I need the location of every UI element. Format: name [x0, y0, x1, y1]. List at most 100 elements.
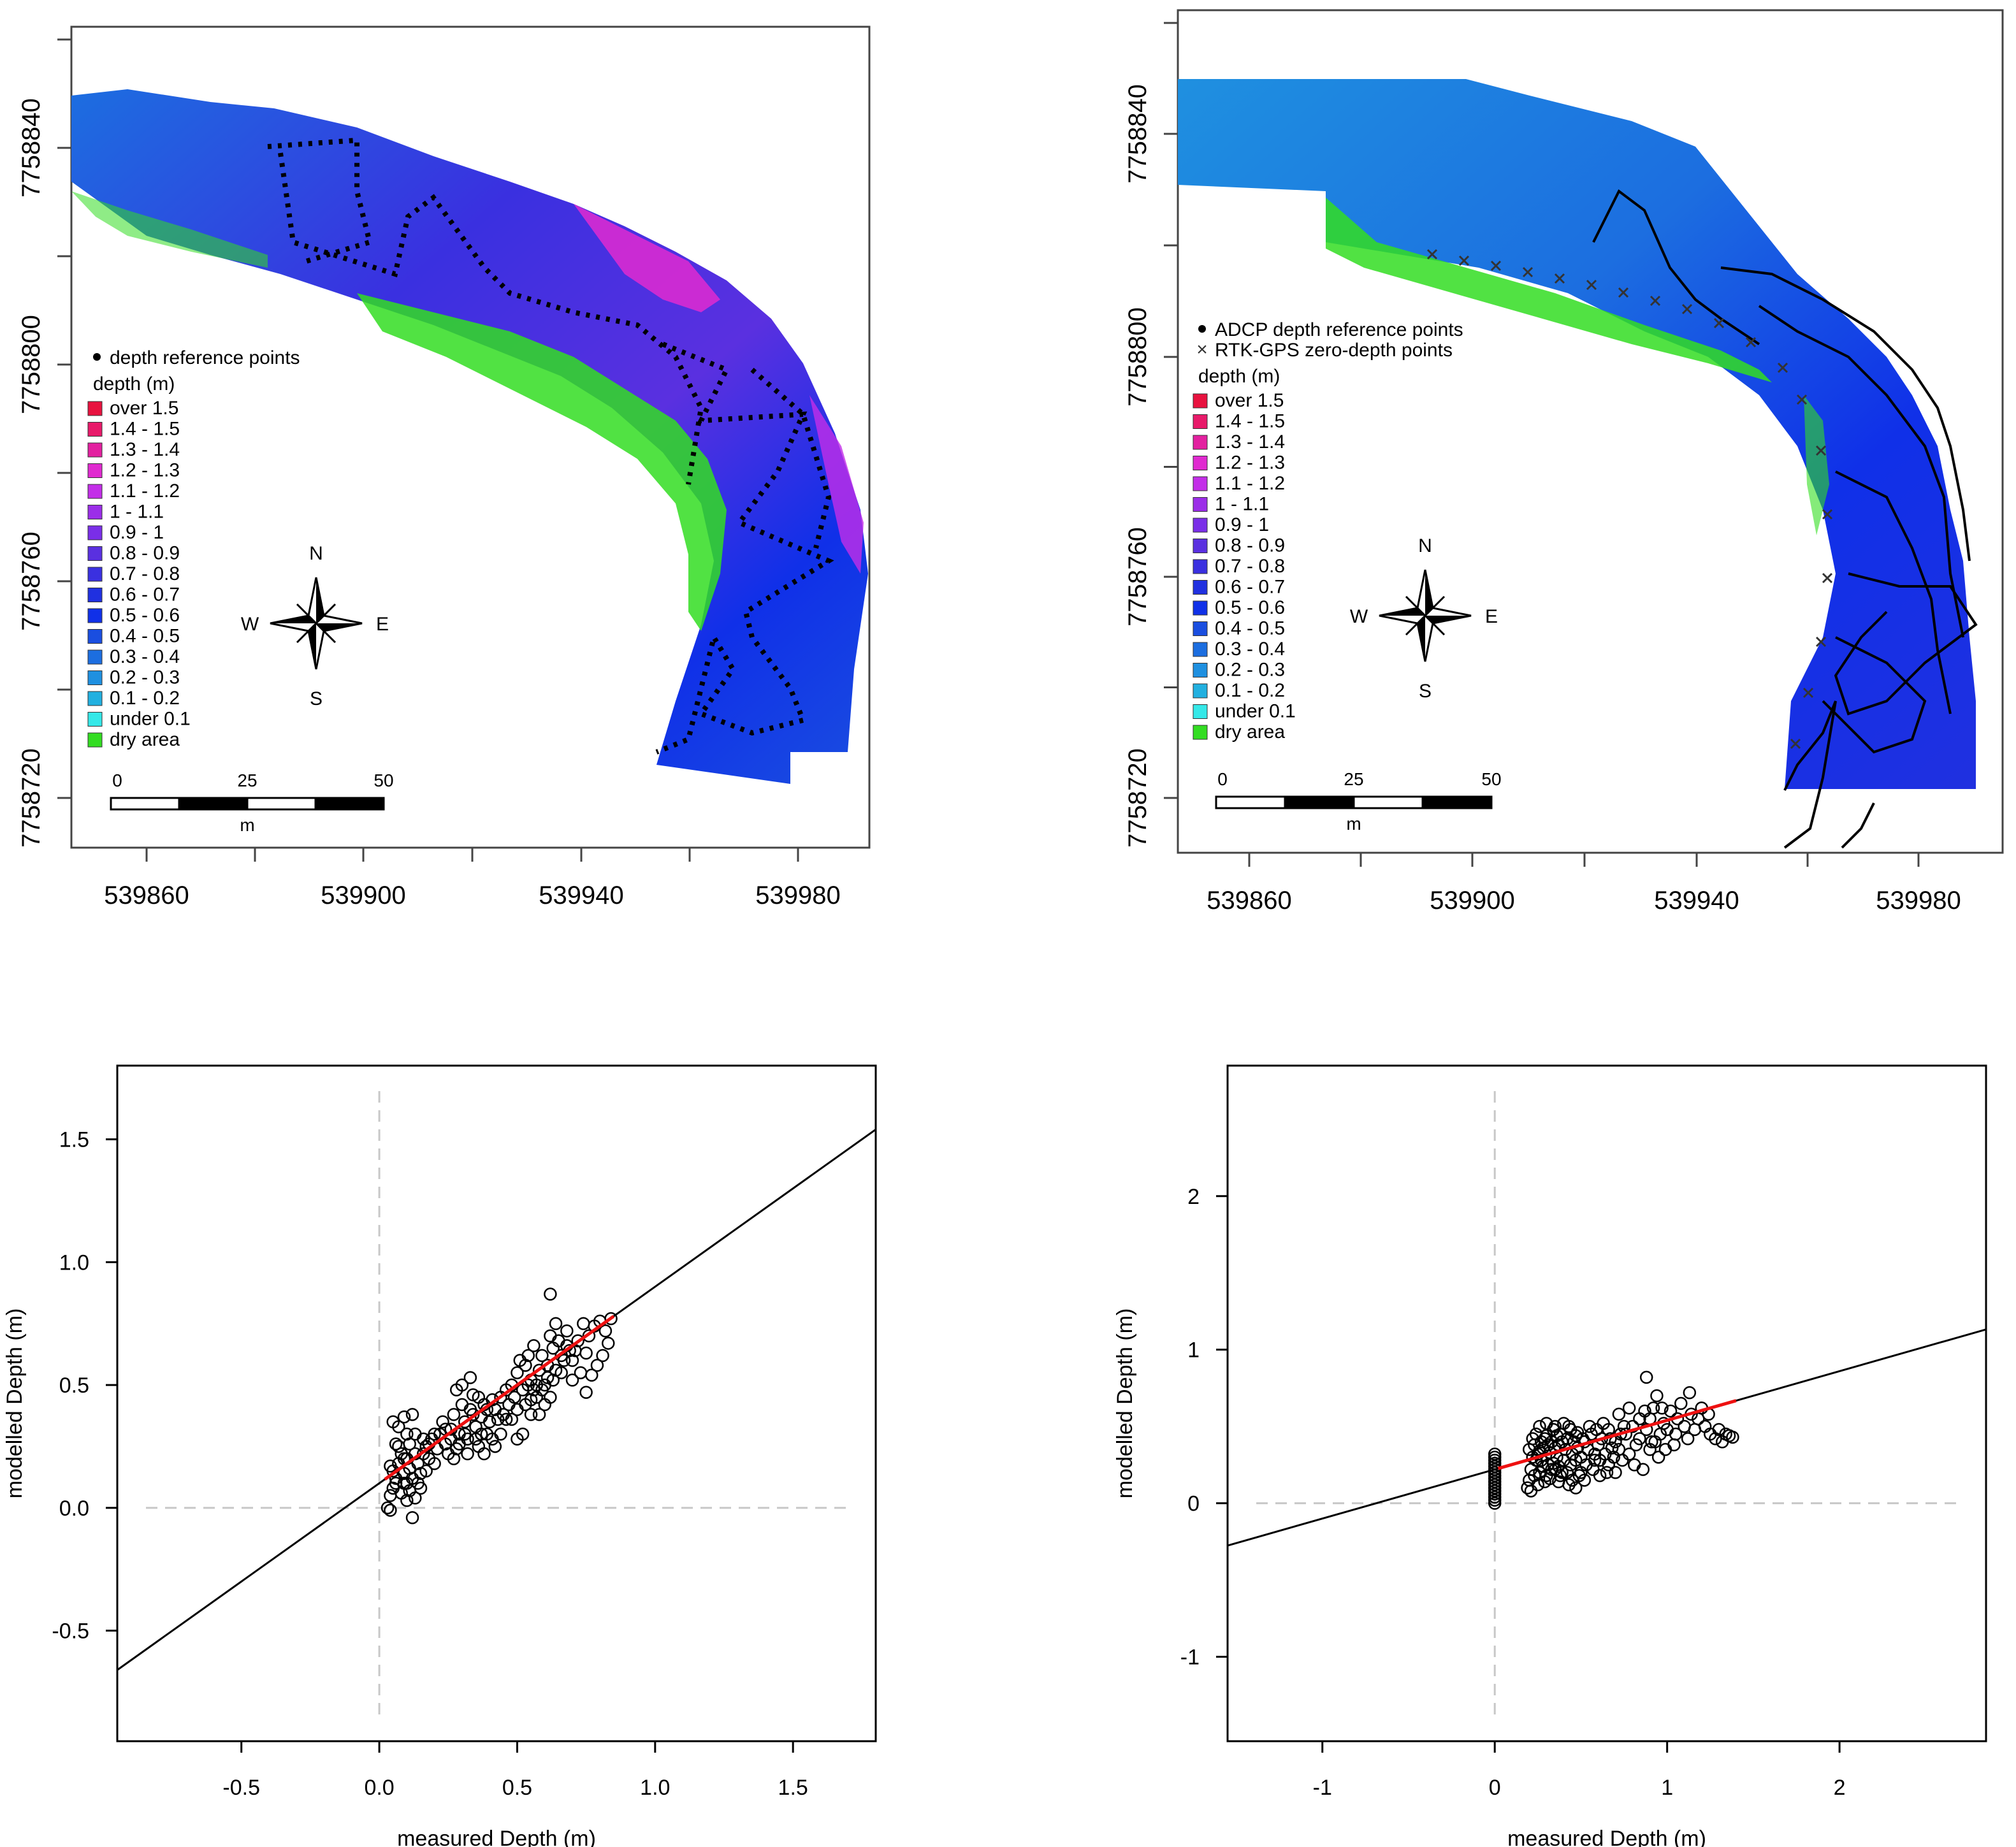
- data-point: [602, 1336, 615, 1350]
- data-point: [582, 1329, 596, 1343]
- map-left: [70, 25, 871, 849]
- data-point: [1648, 1435, 1662, 1449]
- map-right-compass-diagonals: [1405, 595, 1446, 636]
- data-point: [392, 1420, 405, 1433]
- data-point: [544, 1287, 557, 1301]
- map-right-scalebar-segment: [1352, 795, 1424, 809]
- data-point: [1528, 1468, 1541, 1482]
- map-left-x-tick-label: 539860: [104, 881, 189, 909]
- data-point: [1622, 1447, 1636, 1461]
- map-left-scalebar-unit: m: [240, 815, 254, 835]
- map-left-compass-rose-icon: N S E W: [241, 543, 389, 709]
- data-point: [1524, 1484, 1538, 1498]
- data-point: [1488, 1493, 1502, 1507]
- y-tick-label: 0: [1187, 1492, 1200, 1516]
- map-right-legend-swatch: [1193, 393, 1208, 409]
- data-point: [527, 1339, 540, 1352]
- data-point: [1488, 1451, 1502, 1464]
- data-point: [1540, 1417, 1553, 1430]
- data-point: [1726, 1430, 1739, 1444]
- map-left-dry-area-west: [71, 191, 268, 268]
- map-left-compass-star-fill: [270, 577, 362, 669]
- map-left-legend-swatch: [87, 608, 103, 623]
- map-right-adcp-tracks: [1592, 189, 1978, 849]
- map-left-scalebar-segment: [178, 797, 249, 811]
- map-left-dry-area: [357, 293, 727, 631]
- data-point: [472, 1391, 486, 1404]
- map-left-legend-point-marker: [93, 353, 101, 361]
- data-point: [436, 1415, 449, 1429]
- map-right-legend-swatch: [1193, 456, 1208, 470]
- data-point: [521, 1378, 535, 1392]
- data-point: [511, 1366, 524, 1380]
- x-tick-label: 2: [1834, 1776, 1846, 1800]
- map-left-legend-swatch: [87, 484, 103, 499]
- map-left-legend-swatch: [87, 629, 103, 644]
- map-right-legend-item-label: 0.6 - 0.7: [1215, 577, 1285, 598]
- data-point: [560, 1324, 574, 1338]
- data-point: [532, 1408, 546, 1421]
- data-point: [511, 1432, 524, 1446]
- data-point: [555, 1349, 568, 1363]
- y-tick-label: 1: [1187, 1338, 1200, 1363]
- y-axis-title: modelled Depth (m): [1113, 1308, 1137, 1499]
- map-left-deep-zone: [574, 204, 720, 312]
- map-left-legend-swatch: [87, 505, 103, 519]
- data-point: [466, 1408, 480, 1421]
- data-point: [477, 1447, 491, 1461]
- map-left-scalebar-segment: [246, 797, 317, 811]
- scatter-chart-1: -0.5 0.0 0.5 1.0 1.5 -0.5 0.0 0.5 1.0 1.5 measured…: [3, 1064, 877, 1847]
- map-right-scalebar-unit: m: [1346, 814, 1361, 834]
- map-right-legend-cross-marker: ×: [1196, 339, 1208, 360]
- data-point: [519, 1398, 532, 1412]
- map-right-legend-point-label: ADCP depth reference points: [1215, 319, 1463, 340]
- map-left-legend-swatch: [87, 463, 103, 478]
- data-point: [400, 1427, 414, 1441]
- map-left-frame: [70, 25, 871, 849]
- data-point: [405, 1408, 419, 1421]
- data-point: [400, 1494, 414, 1507]
- data-point: [544, 1391, 557, 1404]
- map-right-compass-s: S: [1419, 681, 1432, 702]
- data-point: [384, 1503, 397, 1517]
- data-point: [1488, 1481, 1502, 1495]
- data-point: [1534, 1435, 1548, 1449]
- map-left-legend-item-label: 1.4 - 1.5: [110, 419, 180, 440]
- plot-frame: [1226, 1064, 1987, 1742]
- map-left-scalebar-label: 0: [112, 771, 122, 790]
- map-right-legend-swatch: [1193, 642, 1208, 657]
- data-point: [482, 1415, 497, 1429]
- map-right-legend-item-label: 0.4 - 0.5: [1215, 618, 1285, 639]
- data-point: [1664, 1404, 1678, 1418]
- data-point: [1712, 1423, 1726, 1437]
- data-point: [1488, 1468, 1502, 1482]
- map-left-legend-item-label: over 1.5: [110, 398, 178, 419]
- data-point: [1569, 1429, 1583, 1442]
- map-right: [1177, 9, 2004, 854]
- data-point: [604, 1312, 618, 1326]
- data-point: [1538, 1475, 1551, 1489]
- map-left-legend-swatch: [87, 670, 103, 685]
- map-right-legend-swatch: [1193, 663, 1208, 677]
- y-tick-label: 2: [1187, 1185, 1200, 1209]
- map-right-river-raster: [1178, 79, 1976, 789]
- map-left-legend-swatch: [87, 691, 103, 706]
- map-right-dry-area: [1326, 198, 1772, 382]
- data-point: [571, 1334, 584, 1347]
- map-left-x-tick-label: 539900: [321, 881, 405, 909]
- data-point: [1553, 1468, 1567, 1482]
- data-point: [579, 1346, 593, 1360]
- data-point: [414, 1481, 428, 1495]
- map-left-annotations: 539860 539900 539940 539980 7758720 7758760 77…: [17, 38, 841, 909]
- map-right-legend-swatch: [1193, 704, 1208, 719]
- map-left-legend-item-label: 0.6 - 0.7: [110, 584, 180, 605]
- data-point: [397, 1410, 411, 1424]
- map-right-dry-area-east: [1804, 395, 1829, 535]
- data-point: [455, 1378, 469, 1392]
- data-point: [535, 1383, 549, 1397]
- data-point: [1488, 1487, 1502, 1501]
- data-point: [428, 1427, 441, 1441]
- data-point: [1605, 1441, 1619, 1455]
- y-tick-label: -0.5: [52, 1619, 89, 1644]
